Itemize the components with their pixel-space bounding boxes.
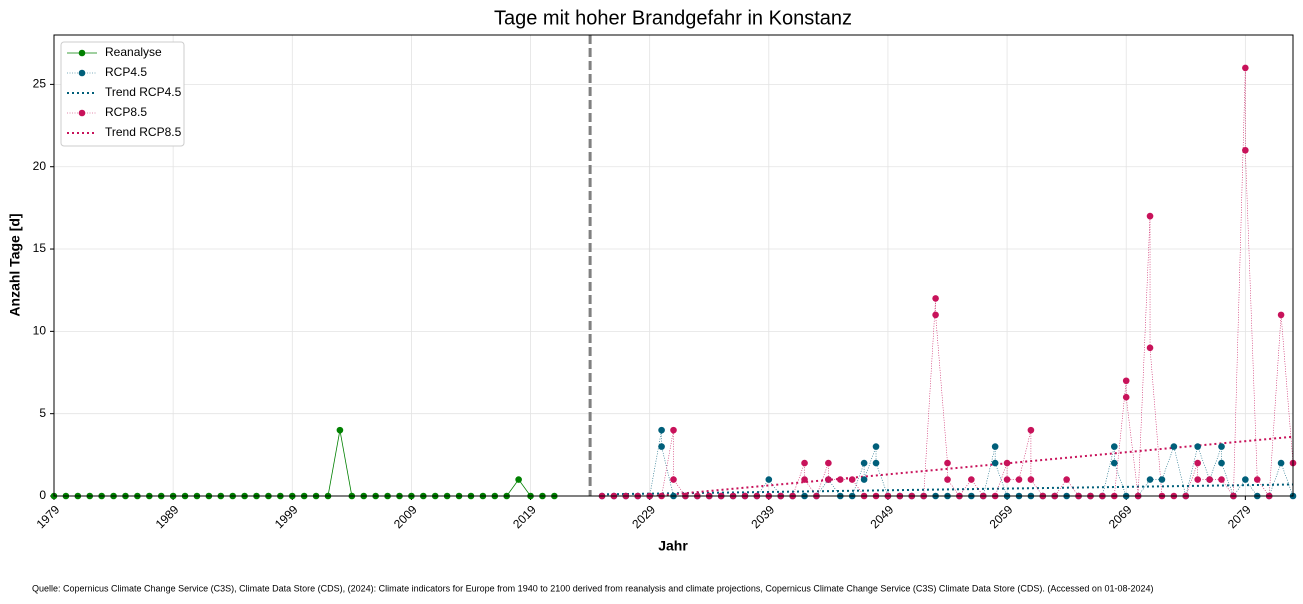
data-point [1194, 476, 1201, 483]
data-point [1122, 393, 1130, 401]
legend: Reanalyse RCP4.5 Trend RCP4.5 RCP8.5 Trend R… [60, 41, 185, 147]
y-tick-label: 0 [39, 488, 46, 502]
series-line [602, 430, 1293, 496]
data-point [860, 459, 868, 467]
data-point [1253, 476, 1261, 483]
data-point [1242, 476, 1249, 483]
data-point [1146, 344, 1154, 352]
data-point [991, 443, 999, 450]
data-point [1194, 443, 1201, 450]
y-tick-label: 10 [33, 324, 47, 338]
data-point [825, 476, 832, 483]
data-point [860, 476, 868, 483]
x-tick-label: 2079 [1225, 502, 1254, 531]
data-point [1027, 426, 1035, 434]
series-line [54, 430, 555, 496]
data-point [1218, 476, 1225, 483]
legend-marker [78, 49, 86, 57]
data-point [1242, 64, 1249, 72]
x-tick-label: 1989 [153, 502, 182, 531]
legend-marker [78, 69, 86, 77]
x-tick-label: 2039 [748, 502, 777, 531]
y-axis-label: Anzahl Tage [d] [7, 213, 23, 316]
data-point [932, 295, 939, 302]
plot-area [54, 67, 1293, 496]
y-tick-label: 20 [33, 159, 47, 173]
data-point [872, 443, 880, 450]
data-point [1277, 459, 1285, 467]
data-point [1015, 476, 1023, 483]
legend-label: Reanalyse [105, 45, 162, 59]
data-point [1218, 443, 1225, 450]
data-point [944, 459, 951, 467]
data-point [1194, 459, 1201, 467]
data-point [1206, 476, 1213, 483]
x-tick-label: 1999 [272, 502, 301, 531]
legend-label: Trend RCP8.5 [105, 125, 182, 139]
data-point [1063, 476, 1070, 483]
data-point [1146, 476, 1154, 483]
x-tick-label: 2069 [1106, 502, 1135, 531]
data-point [1242, 146, 1249, 154]
data-point [944, 476, 951, 483]
data-point [991, 459, 999, 467]
data-point [801, 476, 808, 483]
data-point [836, 476, 844, 483]
x-tick-label: 2009 [391, 502, 420, 531]
legend-label: RCP4.5 [105, 65, 147, 79]
data-point [515, 476, 522, 483]
data-point [1158, 476, 1166, 483]
series-line [602, 483, 1293, 496]
data-point [801, 459, 808, 467]
legend-box [60, 41, 185, 147]
data-point [658, 443, 665, 450]
data-point [848, 476, 856, 483]
data-point [1003, 459, 1011, 467]
data-point [1146, 212, 1154, 220]
data-point [670, 426, 677, 434]
data-point [1027, 476, 1035, 483]
x-tick-label: 2059 [987, 502, 1016, 531]
data-point [1170, 443, 1178, 450]
data-point [968, 476, 975, 483]
data-point [1003, 476, 1011, 483]
legend-label: Trend RCP4.5 [105, 85, 182, 99]
series-line [644, 435, 1293, 496]
data-point [825, 459, 832, 467]
y-tick-label: 15 [33, 241, 47, 255]
legend-label: RCP8.5 [105, 105, 147, 119]
x-tick-label: 2019 [510, 502, 539, 531]
plot-frame [53, 34, 1294, 497]
data-point [1122, 377, 1130, 385]
data-point [872, 459, 880, 467]
y-tick-label: 25 [33, 77, 47, 91]
data-point [670, 476, 677, 483]
x-tick-label: 2029 [629, 502, 658, 531]
legend-marker [78, 109, 86, 117]
data-point [1218, 459, 1225, 467]
x-tick-label: 2049 [868, 502, 897, 531]
series-line [602, 67, 1293, 496]
data-point [765, 476, 773, 483]
x-tick-label: 1979 [34, 502, 63, 531]
data-point [932, 311, 939, 319]
chart-title: Tage mit hoher Brandgefahr in Konstanz [494, 7, 852, 29]
y-tick-label: 5 [39, 406, 46, 420]
x-axis-label: Jahr [658, 538, 688, 554]
data-point [1110, 459, 1118, 467]
source-note: Quelle: Copernicus Climate Change Servic… [32, 583, 1153, 593]
data-point [336, 426, 344, 434]
data-point [1277, 311, 1285, 319]
data-point [658, 426, 665, 434]
data-point [1110, 443, 1118, 450]
